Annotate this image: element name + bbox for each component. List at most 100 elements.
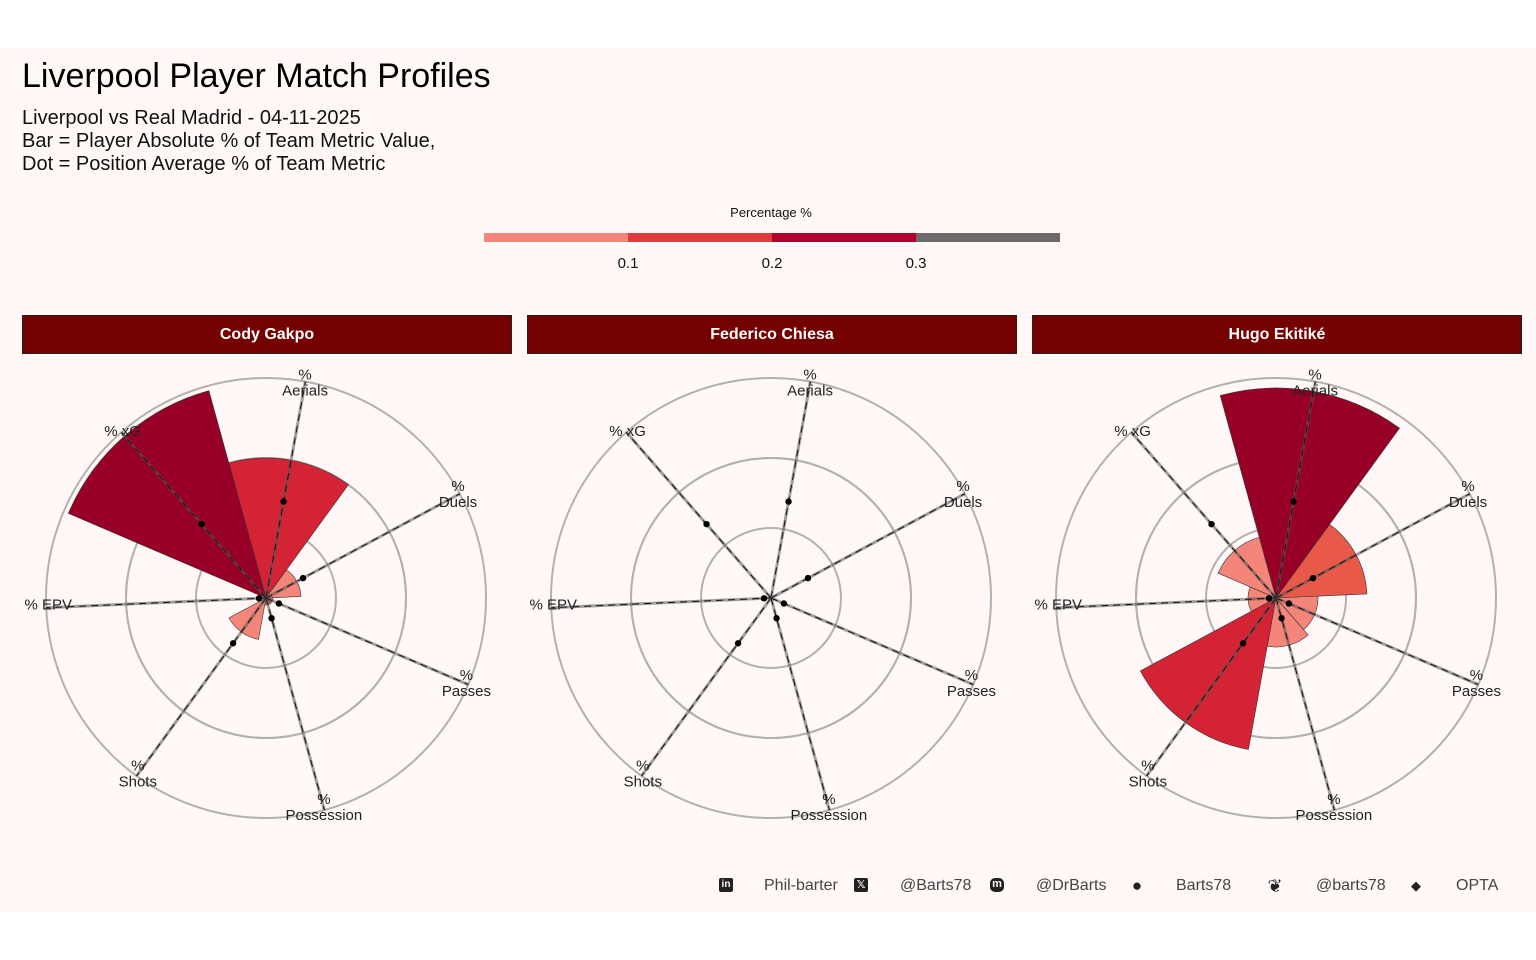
avg-dot-shots [734,640,742,647]
spoke-dash-passes [1275,597,1479,686]
legend-tick-label: 0.1 [617,255,639,272]
subtitle-match: Liverpool vs Real Madrid - 04-11-2025 [22,107,361,129]
spoke-dash-xg [1130,431,1277,599]
avg-dot-shots [229,640,237,647]
avg-dot-epv [760,595,768,602]
footer-credits: in Phil-barter 𝕏 @Barts78 m @DrBarts ● Barts78 ❦… [0,872,1536,902]
avg-dot-duels [1309,574,1317,582]
axis-label-shots: % Shots [1129,757,1167,790]
axis-label-duels: % Duels [439,478,477,511]
axis-label-possession: % Possession [1296,791,1373,824]
spoke-dash-epv [46,597,267,609]
axis-label-xg: % xG [104,423,141,440]
legend-segment-1 [484,233,628,242]
bar-xg [67,390,267,599]
axis-label-duels: % Duels [1449,478,1487,511]
spoke-dash-aerials [770,381,811,599]
axis-label-duels: % Duels [944,478,982,511]
page-title: Liverpool Player Match Profiles [22,57,491,95]
subtitle-bar-note: Bar = Player Absolute % of Team Metric V… [22,130,436,152]
polar-panel-0: % Aerials % Duels % Passes % Possession % Shots % … [24,367,491,825]
axis-label-xg: % xG [609,423,646,440]
grid-ring [550,377,992,819]
avg-dot-aerials [785,498,792,505]
x-twitter-icon: 𝕏 [854,878,868,892]
grid-ring [1055,377,1497,819]
axis-label-epv: % EPV [24,597,72,614]
spoke-dash-possession [1275,597,1335,811]
spoke-dash-xg [625,431,772,599]
spoke-dash-possession [770,597,830,811]
axis-label-epv: % EPV [1034,597,1082,614]
polar-panel-2: % Aerials % Duels % Passes % Possession % Shots % … [1034,367,1501,825]
polar-panel-1: % Aerials % Duels % Passes % Possession % Shots % … [529,367,996,825]
avg-dot-epv [255,595,263,602]
footer-credit-text: @barts78 [1316,877,1386,894]
footer-credit-text: @Barts78 [900,877,972,894]
spoke-dash-passes [770,597,974,686]
spoke-dash-duels [770,493,966,599]
axis-label-possession: % Possession [791,791,868,824]
footer-credit-text: Barts78 [1176,877,1232,894]
axis-label-passes: % Passes [442,667,491,700]
axis-label-passes: % Passes [947,667,996,700]
dropbox-icon: ◆ [1411,878,1421,893]
spoke-dash-epv [1056,597,1277,609]
facet-strip-cody-gakpo: Cody Gakpo [22,315,512,354]
avg-dot-passes [275,600,283,607]
legend-segment-2 [628,233,772,242]
bar-shots [1139,597,1277,750]
avg-dot-duels [804,574,812,582]
facet-strip-federico-chiesa: Federico Chiesa [527,315,1017,354]
footer-credit-text: @DrBarts [1036,877,1107,894]
avg-dot-xg [1208,520,1215,528]
avg-dot-duels [299,574,307,582]
avg-dot-aerials [280,498,287,505]
avg-dot-shots [1239,640,1247,647]
legend-segment-4 [916,233,1060,242]
axis-label-shots: % Shots [624,757,662,790]
avg-dot-aerials [1290,498,1297,505]
avg-dot-xg [198,520,205,528]
axis-label-aerials: % Aerials [787,367,833,400]
grid-ring [45,377,487,819]
footer-credit-text: OPTA [1456,877,1499,894]
facet-strip-hugo-ekitike: Hugo Ekitiké [1032,315,1522,354]
spoke-dash-shots [641,597,772,777]
axis-label-epv: % EPV [529,597,577,614]
avg-dot-epv [1265,595,1273,602]
spoke-dash-shots [136,597,267,777]
legend-tick-label: 0.3 [905,255,927,272]
avg-dot-possession [1278,615,1285,622]
axis-label-aerials: % Aerials [282,367,328,400]
mastodon-icon: m [990,878,1004,892]
axis-label-aerials: % Aerials [1292,367,1338,400]
axis-label-xg: % xG [1114,423,1151,440]
axis-label-shots: % Shots [119,757,157,790]
spoke-dash-aerials [265,381,306,599]
spoke-dash-epv [551,597,772,609]
github-icon: ● [1131,876,1143,895]
avg-dot-passes [780,600,788,607]
avg-dot-possession [268,615,275,622]
grid-ring [700,527,842,669]
avg-dot-passes [1285,600,1293,607]
bluesky-icon: ❦ [1267,876,1283,896]
footer-credit-text: Phil-barter [764,877,838,894]
axis-label-passes: % Passes [1452,667,1501,700]
avg-dot-possession [773,615,780,622]
spoke-dash-passes [265,597,469,686]
subtitle-dot-note: Dot = Position Average % of Team Metric [22,153,386,175]
legend-tick-label: 0.2 [761,255,783,272]
avg-dot-xg [703,520,710,528]
spoke-dash-duels [1275,493,1471,599]
legend-title: Percentage % [730,205,812,220]
spoke-dash-duels [265,493,461,599]
legend-segment-3 [772,233,916,242]
spoke-dash-possession [265,597,325,811]
spoke-dash-aerials [1275,381,1316,599]
spoke-dash-shots [1146,597,1277,777]
axis-label-possession: % Possession [286,791,363,824]
grid-ring [630,457,912,739]
